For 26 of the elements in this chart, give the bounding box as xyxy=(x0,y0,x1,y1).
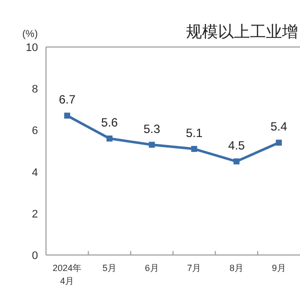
y-tick-label: 8 xyxy=(32,84,38,96)
x-tick-label: 5月 xyxy=(102,263,117,273)
y-tick-label: 0 xyxy=(32,250,38,262)
point xyxy=(191,146,198,152)
x-tick-label: 2024年 4月 xyxy=(52,263,82,286)
y-tick-label: 2 xyxy=(32,208,38,220)
point xyxy=(234,158,240,164)
title: 规模以上工业增 xyxy=(186,24,298,41)
point xyxy=(148,142,155,148)
data-label: 5.4 xyxy=(270,120,288,134)
y-tick-label: 10 xyxy=(26,42,38,54)
ylabel: (%) xyxy=(22,29,38,40)
x-tick-label: 7月 xyxy=(187,263,202,273)
point xyxy=(64,112,70,119)
point xyxy=(276,140,282,146)
data-label: 6.7 xyxy=(58,92,76,107)
point xyxy=(106,136,112,142)
data-label: 5.3 xyxy=(143,122,160,136)
data-label: 5.1 xyxy=(186,126,203,140)
x-tick-label: 9月 xyxy=(272,263,286,273)
x-tick-label: 6月 xyxy=(144,263,159,273)
y-tick-label: 4 xyxy=(32,166,38,179)
y-tick-label: 6 xyxy=(32,125,38,138)
data-label: 5.6 xyxy=(101,116,118,130)
data-label: 4.5 xyxy=(228,138,246,152)
x-tick-label: 8月 xyxy=(229,263,244,273)
